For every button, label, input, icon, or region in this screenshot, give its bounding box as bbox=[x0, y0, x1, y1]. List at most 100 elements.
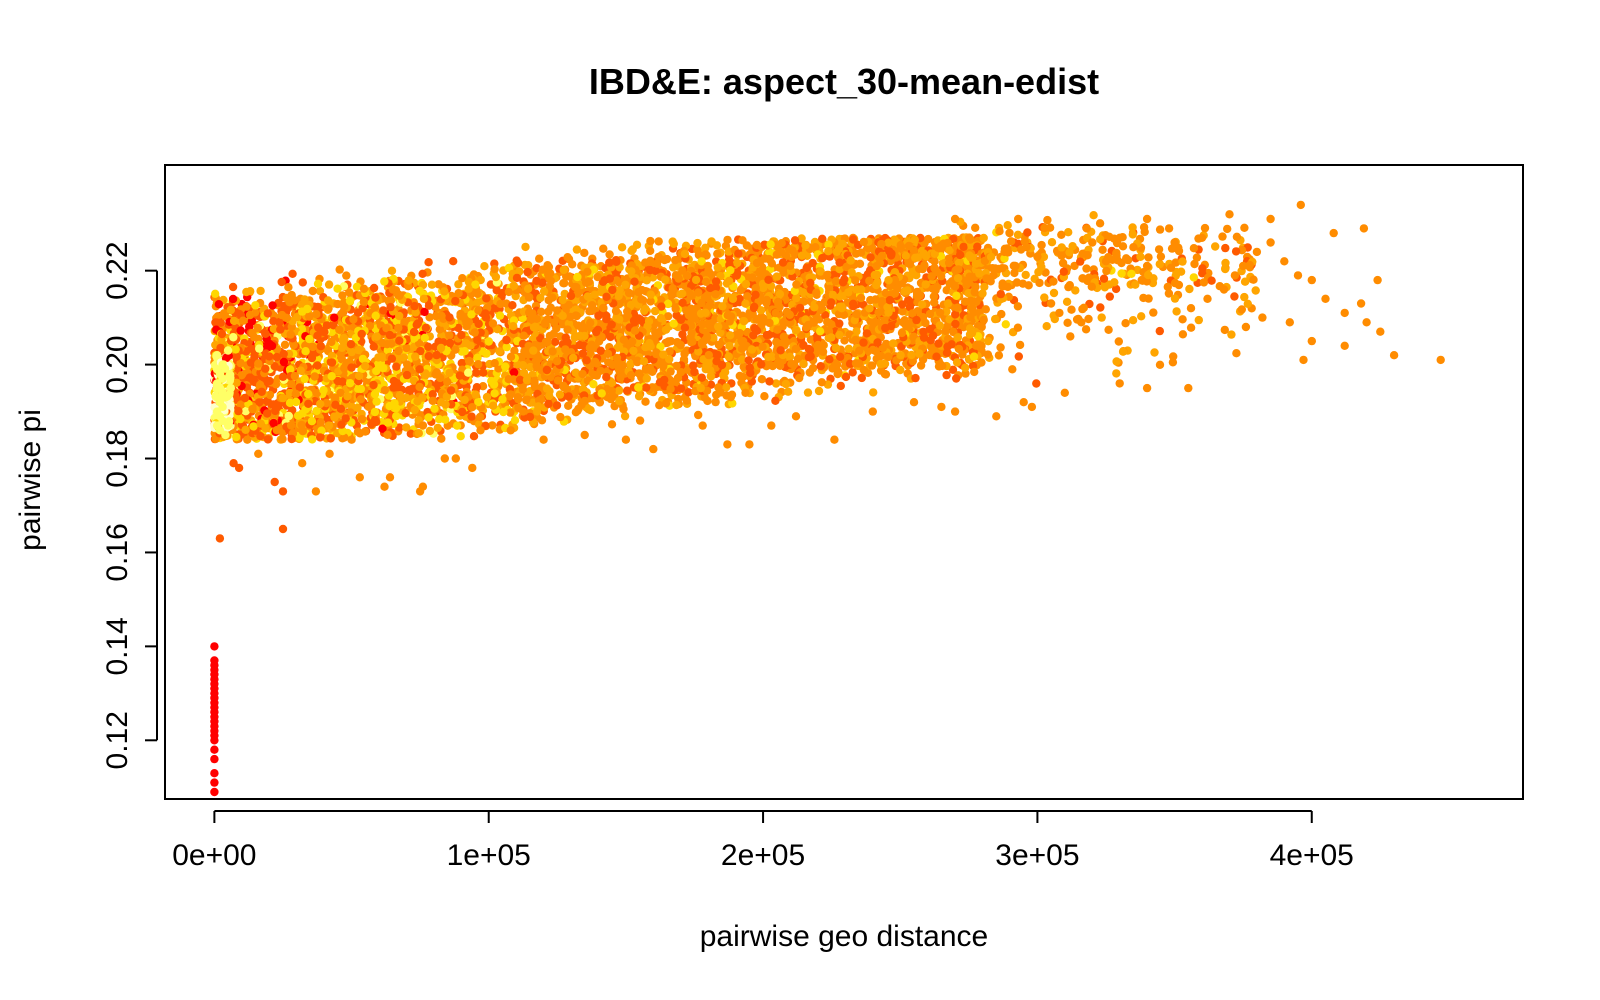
data-point bbox=[792, 293, 801, 303]
data-point bbox=[418, 269, 427, 278]
data-point bbox=[490, 359, 499, 368]
data-point bbox=[576, 331, 585, 341]
data-point bbox=[304, 399, 313, 408]
data-point bbox=[473, 335, 482, 345]
data-point bbox=[253, 323, 262, 333]
data-point bbox=[552, 357, 562, 366]
data-point bbox=[357, 414, 367, 424]
data-point bbox=[295, 383, 304, 392]
data-point bbox=[741, 299, 750, 308]
data-point bbox=[803, 388, 813, 397]
data-point bbox=[402, 343, 411, 353]
data-point bbox=[496, 299, 505, 309]
data-point bbox=[663, 312, 673, 321]
data-point bbox=[831, 343, 841, 353]
data-point bbox=[910, 235, 919, 244]
data-point bbox=[797, 234, 806, 243]
data-point bbox=[687, 321, 696, 330]
data-point bbox=[725, 331, 735, 340]
data-point bbox=[410, 301, 419, 311]
data-point bbox=[791, 344, 800, 354]
data-point bbox=[871, 295, 880, 304]
data-point bbox=[394, 346, 403, 356]
data-point bbox=[739, 317, 749, 326]
data-point bbox=[591, 357, 600, 366]
data-point bbox=[933, 243, 943, 252]
data-point bbox=[251, 301, 260, 310]
data-point bbox=[678, 289, 687, 298]
data-point bbox=[436, 343, 446, 353]
data-point bbox=[265, 390, 275, 400]
data-point bbox=[372, 397, 381, 406]
data-point bbox=[211, 289, 220, 298]
data-point bbox=[401, 408, 410, 418]
data-point bbox=[676, 368, 686, 377]
data-point bbox=[553, 376, 563, 385]
data-point bbox=[862, 329, 872, 338]
data-point bbox=[539, 287, 549, 296]
data-point bbox=[565, 272, 574, 281]
data-point bbox=[603, 349, 613, 359]
data-point bbox=[835, 265, 844, 274]
data-point bbox=[628, 337, 637, 346]
data-point bbox=[369, 283, 379, 293]
data-point bbox=[693, 238, 702, 248]
data-point bbox=[300, 295, 309, 304]
data-point bbox=[255, 398, 264, 407]
data-point bbox=[709, 333, 718, 342]
data-point bbox=[371, 311, 380, 320]
data-point bbox=[232, 352, 241, 361]
data-point bbox=[825, 355, 834, 364]
data-point bbox=[607, 320, 616, 329]
data-point bbox=[440, 287, 449, 296]
data-point bbox=[947, 340, 956, 349]
data-point bbox=[690, 367, 699, 377]
data-point bbox=[488, 421, 497, 430]
data-point bbox=[563, 253, 572, 262]
data-point bbox=[488, 401, 498, 410]
data-point bbox=[537, 307, 546, 316]
data-point bbox=[648, 367, 657, 376]
data-point bbox=[811, 243, 820, 252]
data-point bbox=[628, 245, 637, 254]
data-point bbox=[335, 325, 344, 334]
data-point bbox=[936, 252, 946, 261]
data-point bbox=[322, 398, 331, 408]
data-point bbox=[835, 302, 844, 311]
data-point bbox=[452, 421, 462, 430]
data-point bbox=[424, 413, 433, 422]
data-point bbox=[581, 278, 591, 287]
data-point bbox=[669, 239, 678, 248]
data-point bbox=[627, 261, 636, 270]
data-point bbox=[622, 386, 632, 395]
data-point bbox=[728, 294, 738, 303]
data-point bbox=[498, 288, 507, 298]
data-point bbox=[573, 289, 582, 298]
data-point bbox=[945, 246, 954, 255]
data-point bbox=[316, 342, 326, 351]
data-point bbox=[602, 372, 611, 382]
data-point bbox=[232, 432, 241, 442]
data-point bbox=[617, 243, 627, 252]
data-point bbox=[310, 372, 319, 381]
data-point bbox=[746, 368, 755, 378]
data-point bbox=[602, 292, 611, 301]
data-point bbox=[532, 361, 541, 371]
data-point bbox=[304, 389, 313, 399]
data-point bbox=[977, 322, 986, 332]
data-point bbox=[866, 316, 875, 326]
data-point bbox=[912, 315, 921, 325]
data-point bbox=[723, 235, 732, 245]
data-point bbox=[356, 384, 366, 394]
data-point bbox=[903, 286, 912, 295]
data-point bbox=[688, 337, 697, 346]
data-point bbox=[473, 289, 482, 298]
data-point bbox=[216, 318, 225, 327]
data-point bbox=[522, 375, 532, 385]
data-point bbox=[324, 280, 334, 289]
data-point bbox=[870, 270, 879, 280]
data-point bbox=[379, 306, 388, 315]
data-point bbox=[749, 331, 758, 340]
data-point bbox=[480, 262, 489, 271]
data-point bbox=[824, 247, 833, 256]
